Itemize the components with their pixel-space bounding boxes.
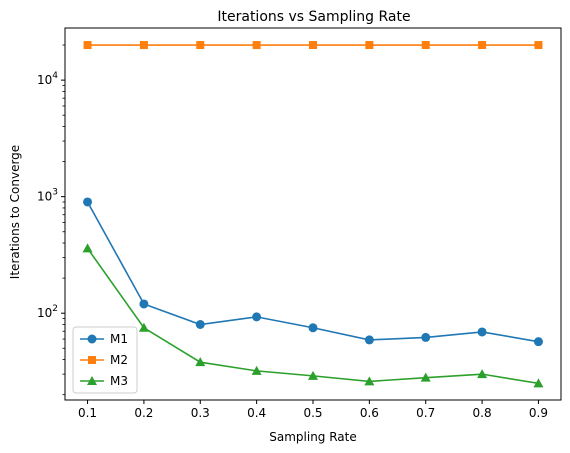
data-point-m2: [365, 41, 374, 50]
y-tick-label: 104: [37, 71, 58, 87]
legend-box: [72, 326, 138, 394]
x-tick-label: 0.3: [191, 406, 210, 420]
legend: M1 M2 M3: [72, 326, 138, 394]
series-line-m3: [86, 247, 539, 385]
data-point-m1: [83, 197, 93, 207]
data-point-m3: [308, 370, 318, 380]
x-tick-label: 0.1: [78, 406, 97, 420]
x-tick-label: 0.4: [247, 406, 266, 420]
legend-label: M1: [110, 332, 128, 346]
series-m3: [82, 243, 544, 388]
legend-marker: [87, 334, 97, 344]
x-tick-label: 0.7: [416, 406, 435, 420]
data-point-m2: [139, 41, 148, 50]
y-tick-label: 103: [37, 188, 58, 204]
data-point-m3: [82, 243, 93, 253]
x-tick-label: 0.2: [134, 406, 153, 420]
legend-label: M3: [110, 374, 128, 388]
data-point-m3: [251, 365, 262, 375]
legend-label: M2: [110, 353, 128, 367]
data-point-m2: [534, 41, 543, 50]
data-point-m1: [252, 312, 262, 322]
data-point-m1: [139, 299, 149, 309]
y-axis-label: Iterations to Converge: [8, 145, 22, 279]
data-point-m1: [195, 319, 205, 329]
data-point-m2: [309, 41, 317, 50]
chart-title: Iterations vs Sampling Rate: [217, 9, 410, 25]
data-point-m1: [421, 332, 431, 342]
series-m1: [83, 197, 543, 347]
data-point-m1: [477, 327, 487, 337]
x-axis-label: Sampling Rate: [269, 430, 357, 444]
data-point-m3: [477, 369, 488, 379]
data-point-m3: [420, 372, 431, 382]
data-point-m2: [83, 41, 92, 50]
data-point-m1: [364, 335, 374, 345]
data-point-m3: [138, 322, 149, 332]
data-point-m2: [478, 41, 487, 50]
data-point-m2: [252, 41, 261, 50]
y-tick-label: 102: [37, 304, 58, 320]
data-point-m1: [533, 337, 543, 347]
data-point-m2: [421, 41, 430, 50]
legend-marker: [87, 376, 97, 385]
axes: 0.1 0.2 0.3 0.4 0.5 0.6 0.7 0.8 0.9 102 103 104: [37, 27, 562, 420]
series-line-m1: [86, 201, 539, 343]
data-point-m2: [196, 41, 205, 50]
x-tick-label: 0.9: [529, 406, 548, 420]
x-tick-label: 0.6: [360, 406, 379, 420]
legend-entry-m2: M2: [80, 353, 128, 367]
legend-marker: [88, 356, 96, 364]
legend-entry-m1: M1: [80, 332, 128, 346]
data-point-m3: [195, 357, 206, 367]
data-point-m3: [533, 378, 544, 388]
plot-area: [82, 41, 544, 388]
legend-entry-m3: M3: [80, 374, 128, 388]
plot-frame: [64, 27, 562, 401]
data-point-m1: [308, 323, 318, 333]
data-point-m3: [364, 376, 375, 386]
x-tick-label: 0.8: [473, 406, 492, 420]
series-m2: [83, 41, 543, 50]
x-tick-label: 0.5: [303, 406, 322, 420]
